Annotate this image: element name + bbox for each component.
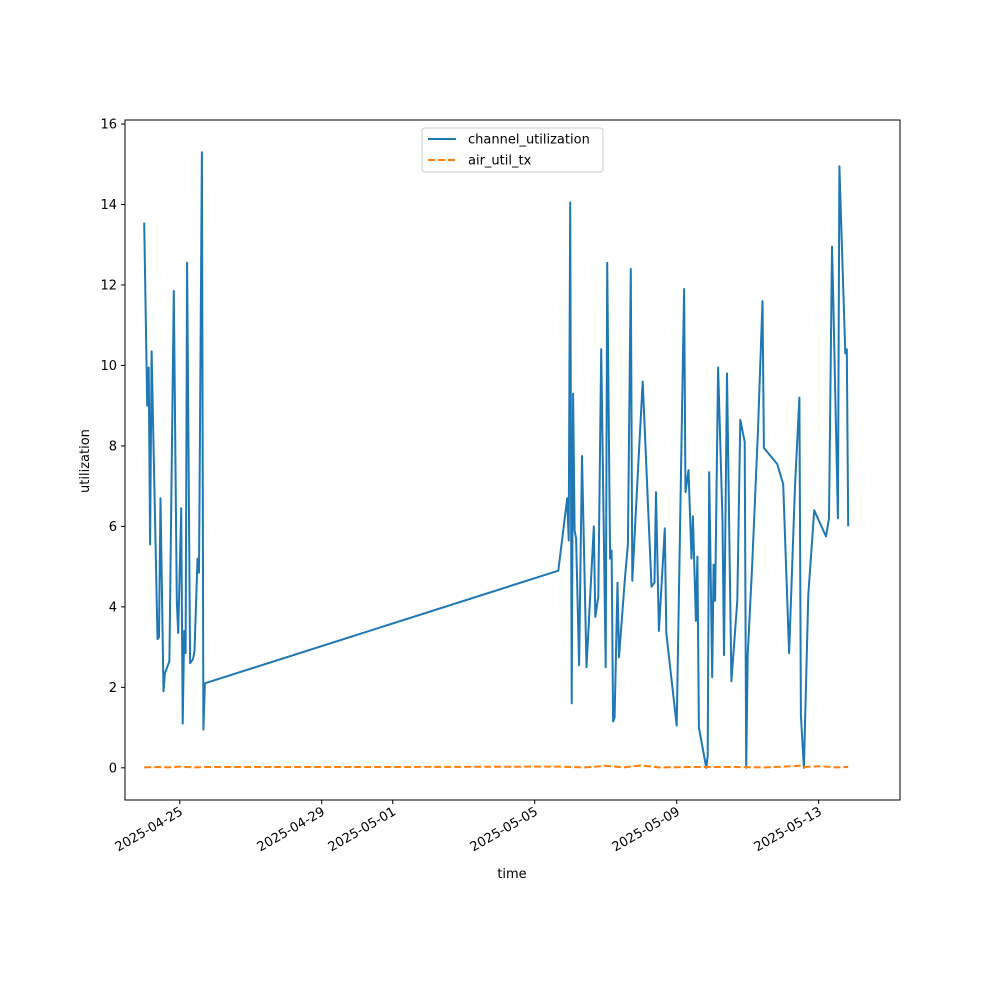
legend: channel_utilization air_util_tx [421, 127, 604, 173]
y-tick-label: 14 [100, 198, 117, 213]
y-tick-label: 0 [109, 761, 117, 776]
plot-area [124, 119, 901, 801]
legend-box [421, 127, 604, 173]
y-tick-label: 2 [109, 681, 117, 696]
series-line-air-util-tx [144, 764, 849, 769]
axes-frame [124, 119, 901, 801]
series-line-channel-utilization [143, 151, 850, 769]
y-tick-label: 10 [100, 359, 117, 374]
legend-label-channel-utilization: channel_utilization [468, 133, 590, 148]
y-tick-label: 6 [109, 520, 117, 535]
y-tick-label: 16 [100, 118, 117, 133]
y-tick-label: 4 [109, 600, 117, 615]
y-axis-label: utilization [78, 429, 93, 493]
x-axis-label: time [497, 867, 526, 882]
legend-label-air-util-tx: air_util_tx [468, 154, 532, 169]
y-tick-label: 12 [100, 278, 117, 293]
y-tick-label: 8 [109, 439, 117, 454]
